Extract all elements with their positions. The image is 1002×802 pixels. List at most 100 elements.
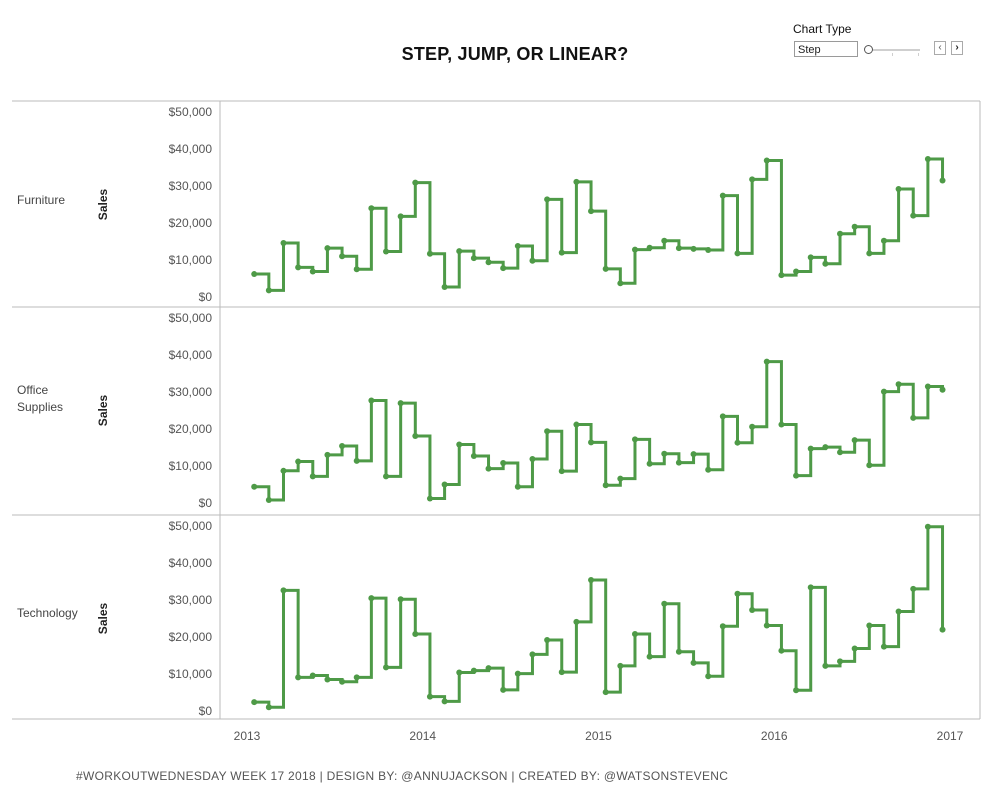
data-point bbox=[368, 398, 374, 404]
data-point bbox=[837, 231, 843, 237]
data-point bbox=[734, 440, 740, 446]
footer-credits: #WORKOUTWEDNESDAY WEEK 17 2018 | DESIGN … bbox=[76, 769, 728, 783]
data-point bbox=[661, 601, 667, 607]
y-tick-label: $10,000 bbox=[169, 667, 213, 681]
data-point bbox=[368, 205, 374, 211]
pane-label: Technology bbox=[17, 606, 78, 620]
data-point bbox=[383, 473, 389, 479]
y-tick-label: $50,000 bbox=[169, 519, 213, 533]
data-point bbox=[822, 663, 828, 669]
data-point bbox=[778, 648, 784, 654]
data-point bbox=[852, 645, 858, 651]
data-point bbox=[442, 698, 448, 704]
data-point bbox=[515, 243, 521, 249]
data-point bbox=[354, 266, 360, 272]
data-point bbox=[749, 607, 755, 613]
data-point bbox=[515, 671, 521, 677]
y-axis-title: Sales bbox=[96, 602, 110, 634]
data-point bbox=[910, 586, 916, 592]
y-tick-label: $10,000 bbox=[169, 253, 213, 267]
data-point bbox=[822, 261, 828, 267]
data-point bbox=[691, 246, 697, 252]
y-tick-label: $30,000 bbox=[169, 385, 213, 399]
data-point bbox=[412, 180, 418, 186]
data-point bbox=[295, 674, 301, 680]
y-tick-label: $0 bbox=[199, 496, 213, 510]
data-point bbox=[896, 186, 902, 192]
x-tick-label: 2017 bbox=[937, 729, 964, 743]
data-point bbox=[486, 466, 492, 472]
data-point bbox=[749, 424, 755, 430]
data-point bbox=[280, 587, 286, 593]
x-tick-label: 2016 bbox=[761, 729, 788, 743]
data-point bbox=[295, 264, 301, 270]
data-point bbox=[705, 467, 711, 473]
data-point bbox=[676, 460, 682, 466]
data-point bbox=[354, 674, 360, 680]
data-point bbox=[324, 245, 330, 251]
data-point bbox=[866, 250, 872, 256]
data-point bbox=[573, 422, 579, 428]
data-point bbox=[456, 442, 462, 448]
y-tick-label: $20,000 bbox=[169, 630, 213, 644]
y-axis-title: Sales bbox=[96, 188, 110, 220]
pane-label-line: Office bbox=[17, 383, 48, 397]
data-point bbox=[266, 704, 272, 710]
x-tick-label: 2013 bbox=[234, 729, 261, 743]
data-point bbox=[734, 250, 740, 256]
data-point bbox=[427, 496, 433, 502]
data-point bbox=[647, 654, 653, 660]
y-tick-label: $0 bbox=[199, 704, 213, 718]
data-point bbox=[544, 637, 550, 643]
data-point bbox=[486, 259, 492, 265]
data-point bbox=[691, 451, 697, 457]
x-tick-label: 2014 bbox=[409, 729, 436, 743]
pane-label: Furniture bbox=[17, 193, 65, 207]
data-point bbox=[734, 591, 740, 597]
data-point bbox=[661, 451, 667, 457]
data-point bbox=[852, 224, 858, 230]
data-point bbox=[720, 623, 726, 629]
data-point bbox=[896, 381, 902, 387]
data-point bbox=[442, 284, 448, 290]
y-tick-label: $20,000 bbox=[169, 216, 213, 230]
data-point bbox=[500, 687, 506, 693]
data-point bbox=[280, 468, 286, 474]
data-point bbox=[881, 644, 887, 650]
data-point bbox=[529, 456, 535, 462]
data-point bbox=[837, 658, 843, 664]
data-point bbox=[471, 668, 477, 674]
data-point bbox=[940, 177, 946, 183]
data-point bbox=[588, 577, 594, 583]
series-line bbox=[254, 362, 942, 500]
data-point bbox=[354, 458, 360, 464]
data-point bbox=[486, 665, 492, 671]
data-point bbox=[632, 247, 638, 253]
data-point bbox=[588, 208, 594, 214]
data-point bbox=[661, 238, 667, 244]
data-point bbox=[808, 446, 814, 452]
data-point bbox=[544, 428, 550, 434]
data-point bbox=[339, 443, 345, 449]
data-point bbox=[940, 387, 946, 393]
y-tick-label: $40,000 bbox=[169, 348, 213, 362]
data-point bbox=[793, 268, 799, 274]
data-point bbox=[793, 473, 799, 479]
data-point bbox=[617, 280, 623, 286]
pane-label: Office Supplies bbox=[17, 383, 63, 414]
data-point bbox=[896, 608, 902, 614]
data-point bbox=[632, 436, 638, 442]
pane-label-line: Supplies bbox=[17, 400, 63, 414]
data-point bbox=[925, 383, 931, 389]
y-tick-label: $10,000 bbox=[169, 459, 213, 473]
y-tick-label: $0 bbox=[199, 290, 213, 304]
data-point bbox=[705, 673, 711, 679]
y-tick-label: $30,000 bbox=[169, 593, 213, 607]
data-point bbox=[881, 389, 887, 395]
y-tick-label: $40,000 bbox=[169, 142, 213, 156]
data-point bbox=[295, 459, 301, 465]
data-point bbox=[529, 651, 535, 657]
data-point bbox=[427, 694, 433, 700]
data-point bbox=[808, 254, 814, 260]
